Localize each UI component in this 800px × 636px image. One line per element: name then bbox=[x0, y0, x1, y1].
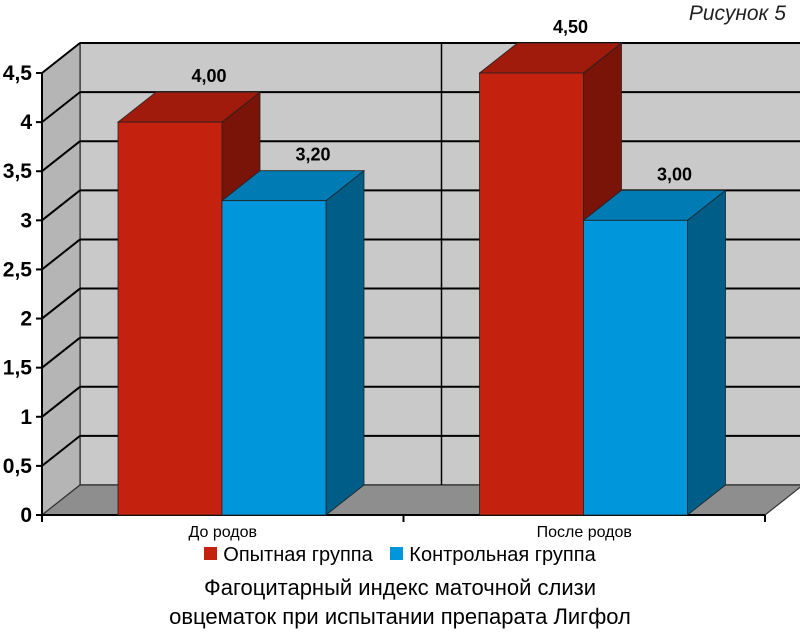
gridline-side bbox=[41, 385, 81, 418]
bar-side bbox=[325, 169, 365, 516]
gridline-side bbox=[41, 238, 81, 271]
legend-swatch-control bbox=[390, 547, 404, 560]
bar-front bbox=[221, 200, 327, 516]
y-tick-label: 4 bbox=[20, 111, 32, 134]
data-label: 3,20 bbox=[295, 145, 330, 165]
x-tick-label: До родов bbox=[188, 524, 257, 541]
bar bbox=[220, 169, 366, 516]
y-tick-label: 4,5 bbox=[3, 62, 33, 85]
y-tick-label: 0 bbox=[20, 504, 32, 527]
x-tick-label: После родов bbox=[537, 524, 632, 541]
chart-caption-line-2: овцематок при испытании препарата Лигфол bbox=[169, 604, 631, 629]
bar-side bbox=[687, 189, 726, 516]
y-tick-label: 0,5 bbox=[3, 455, 33, 478]
y-tick-label: 3,5 bbox=[3, 160, 33, 183]
gridline-side bbox=[41, 435, 81, 467]
y-tick-label: 2,5 bbox=[3, 258, 33, 281]
chart-caption-line-1: Фагоцитарный индекс маточной слизи bbox=[204, 575, 596, 600]
side-wall bbox=[41, 41, 81, 517]
legend: Опытная группа Контрольная группа bbox=[0, 544, 800, 567]
data-label: 4,50 bbox=[553, 17, 588, 37]
bar-front bbox=[117, 121, 223, 516]
gridline-side bbox=[41, 336, 81, 369]
bar bbox=[582, 189, 727, 516]
gridline-side bbox=[41, 140, 81, 173]
data-label: 3,00 bbox=[657, 164, 692, 184]
bar-front bbox=[479, 72, 584, 516]
y-tick-label: 3 bbox=[20, 209, 32, 232]
y-tick-label: 1 bbox=[20, 406, 32, 429]
figure-label: Рисунок 5 bbox=[688, 2, 786, 25]
legend-label-experimental: Опытная группа bbox=[223, 544, 373, 566]
gridline-side bbox=[41, 189, 81, 222]
gridline-side bbox=[41, 42, 81, 74]
legend-item-experimental: Опытная группа bbox=[204, 544, 373, 567]
gridline-side bbox=[41, 287, 81, 320]
data-label: 4,00 bbox=[191, 66, 226, 86]
bar-front bbox=[583, 219, 688, 516]
gridline-side bbox=[41, 91, 81, 123]
y-tick-label: 2 bbox=[20, 308, 32, 331]
legend-label-control: Контрольная группа bbox=[409, 544, 596, 566]
legend-item-control: Контрольная группа bbox=[390, 544, 596, 567]
y-tick-label: 1,5 bbox=[3, 357, 33, 380]
legend-swatch-experimental bbox=[204, 547, 218, 560]
bar-chart: 0 0,5 1 1,5 2 2,5 3 3,5 4 4,5 До родов После родов 4… bbox=[3, 17, 800, 541]
